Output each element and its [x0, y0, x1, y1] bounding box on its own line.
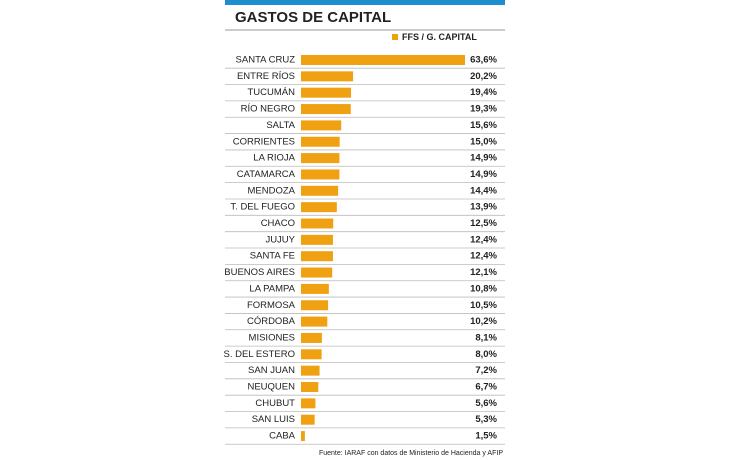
- value-label: 20,2%: [470, 71, 497, 82]
- bar: [301, 120, 342, 131]
- bar: [301, 202, 337, 213]
- value-label: 14,4%: [470, 185, 497, 196]
- category-label: CORRIENTES: [233, 136, 295, 147]
- value-label: 7,2%: [475, 365, 497, 376]
- bar: [301, 104, 351, 115]
- bar: [301, 169, 340, 180]
- bar: [301, 251, 333, 262]
- bar: [301, 283, 329, 294]
- bar: [301, 382, 319, 392]
- bar: [301, 398, 316, 409]
- category-label: BUENOS AIRES: [224, 267, 295, 278]
- value-label: 10,5%: [470, 300, 497, 311]
- bar: [301, 71, 354, 82]
- value-label: 12,4%: [470, 251, 497, 262]
- value-label: 13,9%: [470, 202, 497, 213]
- category-label: SALTA: [266, 120, 295, 131]
- value-label: 63,6%: [470, 55, 497, 66]
- bar: [301, 332, 322, 343]
- value-label: 10,8%: [470, 283, 497, 294]
- value-label: 5,3%: [475, 414, 497, 425]
- category-label: LA RIOJA: [253, 153, 295, 164]
- bar: [301, 218, 334, 229]
- value-label: 14,9%: [470, 169, 497, 180]
- value-label: 14,9%: [470, 153, 497, 164]
- bar: [301, 431, 305, 442]
- bar: [301, 300, 329, 311]
- bar: [301, 349, 322, 360]
- category-label: CHUBUT: [255, 398, 295, 409]
- value-label: 12,4%: [470, 234, 497, 245]
- category-label: FORMOSA: [247, 300, 296, 311]
- category-label: ENTRE RÍOS: [237, 71, 295, 82]
- legend-label: FFS / G. CAPITAL: [402, 32, 477, 42]
- value-label: 15,6%: [470, 120, 497, 131]
- value-label: 12,5%: [470, 218, 497, 229]
- category-label: SAN JUAN: [248, 365, 295, 376]
- bar: [301, 267, 333, 278]
- bar: [301, 153, 340, 164]
- category-label: LA PAMPA: [249, 283, 295, 294]
- category-label: SANTA CRUZ: [236, 55, 296, 66]
- category-label: CHACO: [261, 218, 295, 229]
- bar: [301, 87, 352, 98]
- value-label: 15,0%: [470, 136, 497, 147]
- category-label: SAN LUIS: [252, 414, 295, 425]
- value-label: 8,1%: [475, 332, 497, 343]
- category-label: CATAMARCA: [237, 169, 296, 180]
- category-label: JUJUY: [265, 234, 295, 245]
- category-label: T. DEL FUEGO: [230, 202, 295, 213]
- category-label: NEUQUEN: [247, 382, 295, 393]
- category-label: MENDOZA: [248, 185, 296, 196]
- bar: [301, 414, 315, 425]
- category-label: SANTA FE: [250, 251, 295, 262]
- value-label: 8,0%: [475, 349, 497, 360]
- value-label: 19,4%: [470, 87, 497, 98]
- value-label: 19,3%: [470, 104, 497, 115]
- category-label: RÍO NEGRO: [241, 104, 295, 115]
- value-label: 1,5%: [475, 431, 497, 442]
- value-label: 6,7%: [475, 382, 497, 393]
- bar: [301, 55, 465, 65]
- chart-title: GASTOS DE CAPITAL: [235, 9, 391, 26]
- bar: [301, 234, 333, 245]
- category-label: CABA: [269, 431, 296, 442]
- value-label: 5,6%: [475, 398, 497, 409]
- value-label: 10,2%: [470, 316, 497, 327]
- top-band: [225, 0, 505, 5]
- bar: [301, 365, 320, 376]
- bar: [301, 316, 328, 327]
- category-label: S. DEL ESTERO: [224, 349, 295, 360]
- bar: [301, 136, 340, 147]
- category-label: MISIONES: [249, 332, 295, 343]
- source: Fuente: IARAF con datos de Ministerio de…: [319, 450, 503, 457]
- legend-swatch: [392, 34, 398, 40]
- bar: [301, 185, 339, 196]
- category-label: CÓRDOBA: [247, 316, 296, 327]
- category-label: TUCUMÁN: [248, 87, 296, 98]
- value-label: 12,1%: [470, 267, 497, 278]
